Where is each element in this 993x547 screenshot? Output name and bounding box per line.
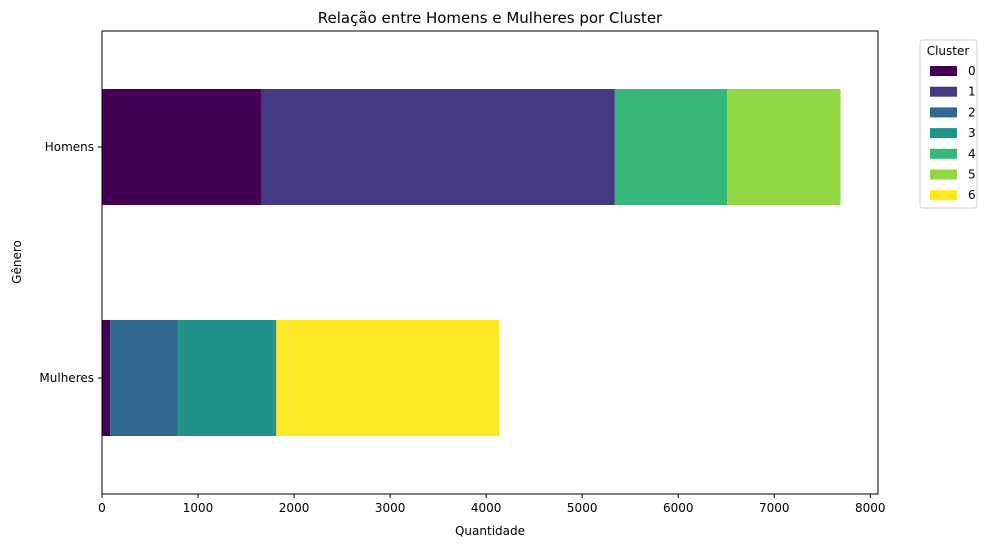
x-tick-label: 1000 (183, 501, 214, 515)
y-axis-label: Gênero (10, 240, 24, 284)
x-tick-label: 7000 (759, 501, 790, 515)
x-tick-label: 5000 (567, 501, 598, 515)
legend-label-3: 3 (968, 126, 976, 140)
legend-label-1: 1 (968, 85, 976, 99)
x-axis: 0 1000 2000 3000 4000 5000 6000 7000 8000 (98, 494, 886, 515)
bars-group (102, 89, 841, 436)
bar-homens-cluster-5 (727, 89, 841, 205)
legend-label-0: 0 (968, 64, 976, 78)
y-tick-label: Homens (45, 140, 94, 154)
legend-label-4: 4 (968, 147, 976, 161)
x-tick-label: 8000 (855, 501, 886, 515)
legend-title: Cluster (927, 44, 970, 58)
x-tick-label: 6000 (663, 501, 694, 515)
bar-mulheres-cluster-2 (110, 320, 179, 436)
chart-title: Relação entre Homens e Mulheres por Clus… (318, 9, 663, 27)
legend-swatch-1 (930, 86, 957, 97)
legend-swatch-4 (930, 148, 957, 159)
x-tick-label: 2000 (279, 501, 310, 515)
bar-homens-cluster-1 (261, 89, 615, 205)
x-tick-label: 4000 (471, 501, 502, 515)
legend-label-5: 5 (968, 168, 976, 182)
x-tick-label: 3000 (375, 501, 406, 515)
x-tick-label: 0 (98, 501, 106, 515)
legend-frame (919, 39, 978, 209)
legend-items: 0 1 2 3 4 5 6 (930, 64, 976, 202)
x-axis-label: Quantidade (455, 524, 525, 538)
plot-frame (101, 30, 879, 495)
y-tick-label: Mulheres (39, 371, 94, 385)
bar-homens-cluster-4 (614, 89, 728, 205)
legend-swatch-5 (930, 169, 957, 180)
legend-label-2: 2 (968, 105, 976, 119)
y-axis: Homens Mulheres (39, 140, 102, 385)
bar-mulheres-cluster-3 (178, 320, 277, 436)
bar-homens-cluster-0 (102, 89, 262, 205)
bar-mulheres-cluster-6 (276, 320, 500, 436)
legend-swatch-0 (930, 66, 957, 76)
legend-swatch-3 (930, 128, 957, 139)
legend: Cluster 0 1 2 3 4 5 6 (919, 39, 978, 209)
bar-mulheres-cluster-0 (102, 320, 111, 436)
legend-swatch-2 (930, 107, 957, 118)
legend-label-6: 6 (968, 188, 976, 202)
legend-swatch-6 (930, 190, 957, 201)
